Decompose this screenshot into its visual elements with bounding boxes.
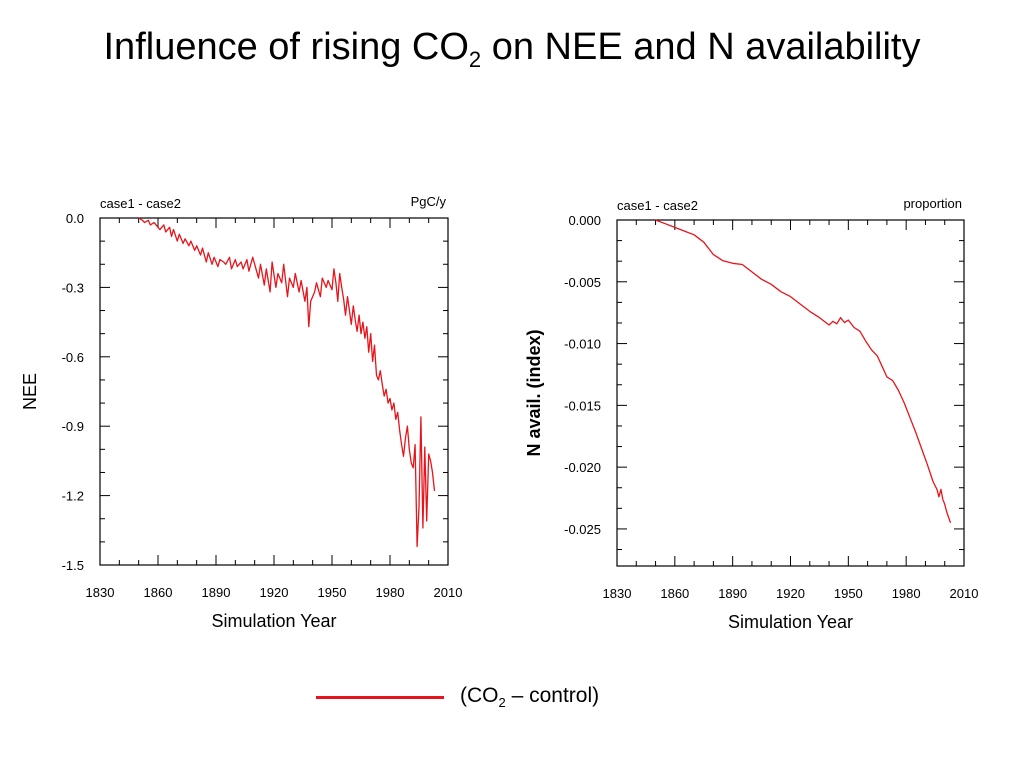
legend-sub: 2	[498, 695, 506, 711]
y-tick-label: -0.3	[62, 280, 84, 295]
y-tick-label: 0.000	[568, 213, 601, 228]
y-tick-label: -0.020	[564, 460, 601, 475]
y-axis-title: N avail. (index)	[524, 329, 544, 456]
x-tick-label: 2010	[434, 585, 463, 600]
header-left-label: case1 - case2	[100, 196, 181, 211]
legend-post: – control)	[505, 684, 600, 707]
header-left-label: case1 - case2	[617, 198, 698, 213]
y-tick-label: -1.2	[62, 489, 84, 504]
header-right-label: proportion	[903, 196, 962, 211]
x-axis-title: Simulation Year	[211, 611, 336, 631]
x-tick-label: 1830	[603, 586, 632, 601]
y-tick-label: -0.005	[564, 275, 601, 290]
x-tick-label: 2010	[950, 586, 979, 601]
x-tick-label: 1980	[376, 585, 405, 600]
series-line	[138, 217, 436, 548]
legend-line-swatch	[316, 696, 444, 699]
series-line	[655, 219, 952, 524]
legend-pre: (CO	[460, 684, 499, 707]
y-tick-label: -0.010	[564, 337, 601, 352]
legend-label: (CO2 – control)	[460, 684, 599, 710]
x-tick-label: 1980	[892, 586, 921, 601]
x-axis-title: Simulation Year	[728, 612, 853, 632]
y-tick-label: -0.9	[62, 419, 84, 434]
x-tick-label: 1920	[260, 585, 289, 600]
y-axis-title: NEE	[20, 373, 40, 410]
y-tick-label: -0.015	[564, 398, 601, 413]
header-right-label: PgC/y	[411, 194, 447, 209]
title-post: on NEE and N availability	[481, 26, 921, 68]
x-tick-label: 1890	[202, 585, 231, 600]
page-title: Influence of rising CO2 on NEE and N ava…	[0, 24, 1024, 75]
x-tick-label: 1860	[660, 586, 689, 601]
y-tick-label: -0.025	[564, 522, 601, 537]
y-tick-label: -1.5	[62, 558, 84, 573]
x-tick-label: 1950	[318, 585, 347, 600]
title-pre: Influence of rising CO	[103, 26, 469, 68]
plot-frame	[616, 219, 965, 567]
y-tick-label: -0.6	[62, 350, 84, 365]
x-tick-label: 1890	[718, 586, 747, 601]
x-tick-label: 1860	[144, 585, 173, 600]
title-sub: 2	[468, 47, 482, 72]
x-tick-label: 1920	[776, 586, 805, 601]
x-tick-label: 1830	[86, 585, 115, 600]
x-tick-label: 1950	[834, 586, 863, 601]
y-tick-label: 0.0	[66, 211, 84, 226]
